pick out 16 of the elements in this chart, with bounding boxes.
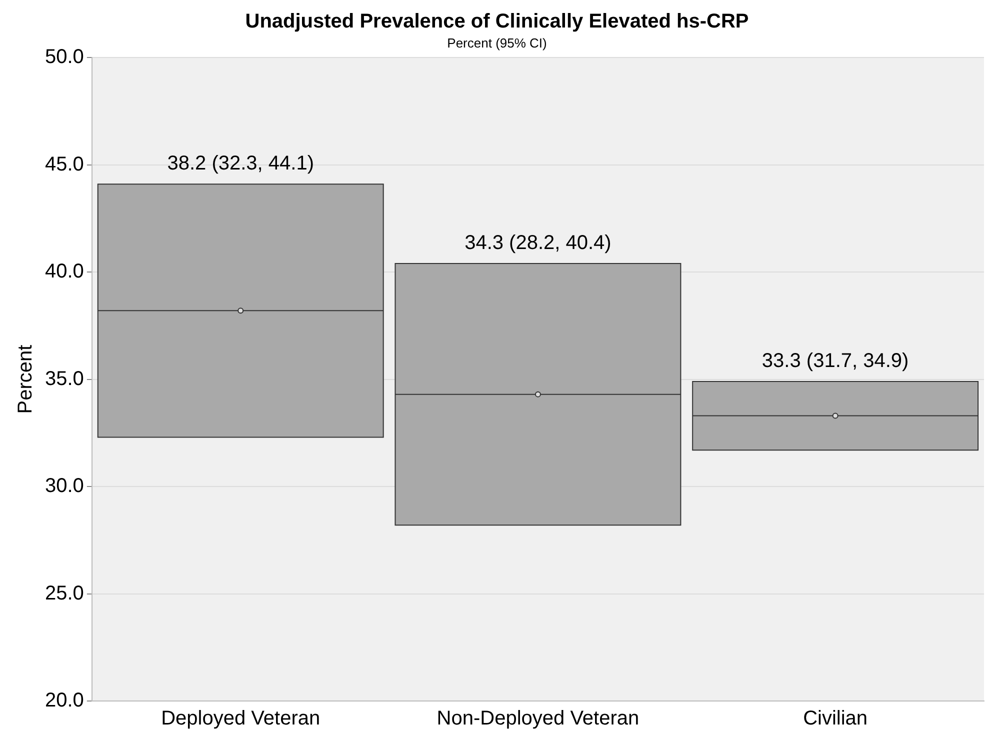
x-tick-label: Non-Deployed Veteran (436, 708, 640, 730)
annotation: 34.3 (28.2, 40.4) (464, 232, 612, 254)
y-tick-label: 20.0 (44, 690, 84, 712)
chart-title: Unadjusted Prevalence of Clinically Elevated hs-CRP (245, 10, 749, 33)
chart-subtitle: Percent (95% CI) (447, 35, 547, 50)
y-tick-label: 35.0 (44, 368, 84, 390)
y-tick-label: 25.0 (44, 582, 84, 604)
annotation: 33.3 (31.7, 34.9) (762, 350, 909, 372)
y-tick-label: 40.0 (44, 260, 84, 283)
x-tick-label: Civilian (803, 708, 868, 730)
y-tick-label: 45.0 (44, 153, 84, 176)
y-tick-label: 30.0 (44, 475, 84, 498)
y-tick-label: 50.0 (44, 46, 84, 68)
y-axis-title: Percent (14, 344, 37, 414)
x-tick-label: Deployed Veteran (161, 708, 320, 730)
annotation: 38.2 (32.3, 44.1) (167, 152, 314, 175)
